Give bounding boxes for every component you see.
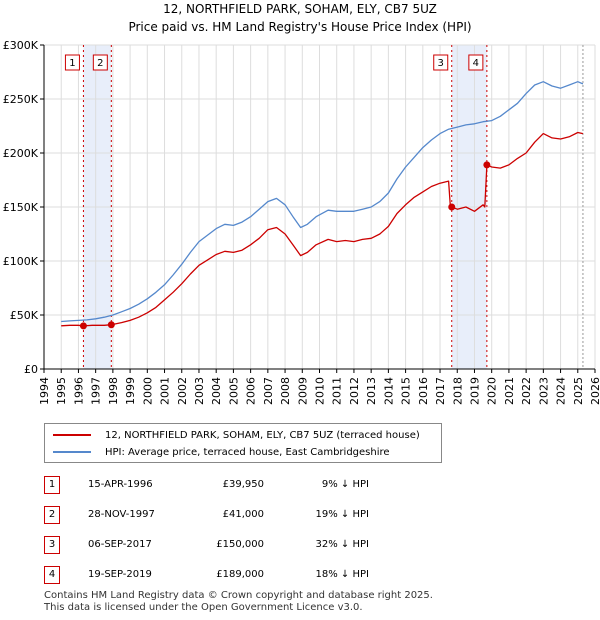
transaction-badge: 4: [44, 566, 60, 584]
footer-license: This data is licensed under the Open Gov…: [44, 602, 363, 613]
x-tick-label: 1999: [124, 377, 137, 405]
x-tick-label: 2024: [555, 377, 568, 405]
x-tick-label: 2019: [468, 377, 481, 405]
x-tick-label: 1996: [72, 377, 85, 405]
transaction-row: 3 06-SEP-2017 £150,000 32% ↓ HPI: [44, 536, 564, 556]
transaction-price: £41,000: [222, 509, 264, 520]
transaction-badge: 2: [44, 506, 60, 524]
transaction-label-box: [433, 54, 449, 71]
transaction-badge: 3: [44, 536, 60, 554]
x-tick-label: 2015: [400, 377, 413, 405]
x-tick-label: 2002: [176, 377, 189, 405]
x-tick-label: 2023: [537, 377, 550, 405]
x-tick-label: 2005: [227, 377, 240, 405]
transaction-point: [79, 322, 87, 330]
property-price-line: [61, 131, 584, 327]
x-tick-label: 1995: [55, 377, 68, 405]
transaction-label-box: [468, 54, 484, 71]
x-tick-label: 2001: [159, 377, 172, 405]
x-tick-label: 2014: [382, 377, 395, 405]
x-tick-label: 2022: [520, 377, 533, 405]
x-tick-label: 2004: [210, 377, 223, 405]
transaction-point: [483, 161, 491, 169]
y-tick-label: £50K: [10, 309, 39, 322]
hpi-line: [61, 81, 584, 323]
x-tick-label: 2000: [141, 377, 154, 405]
y-tick-label: £100K: [3, 255, 39, 268]
transaction-hpi: 32% ↓ HPI: [315, 539, 369, 550]
x-tick-label: 2021: [503, 377, 516, 405]
y-tick-label: £300K: [3, 39, 39, 52]
legend-item-property: 12, NORTHFIELD PARK, SOHAM, ELY, CB7 5UZ…: [53, 427, 420, 443]
transaction-label: 4: [473, 58, 479, 69]
x-tick-label: 2011: [331, 377, 344, 405]
x-tick-label: 1994: [38, 377, 51, 405]
transaction-badge: 1: [44, 476, 60, 494]
x-tick-label: 1998: [107, 377, 120, 405]
transaction-price: £189,000: [216, 569, 264, 580]
footer-copyright: Contains HM Land Registry data © Crown c…: [44, 590, 433, 601]
transaction-row: 4 19-SEP-2019 £189,000 18% ↓ HPI: [44, 566, 564, 586]
legend-line-property: [53, 434, 91, 436]
legend: 12, NORTHFIELD PARK, SOHAM, ELY, CB7 5UZ…: [44, 423, 442, 463]
x-tick-label: 2003: [193, 377, 206, 405]
legend-label-property: 12, NORTHFIELD PARK, SOHAM, ELY, CB7 5UZ…: [105, 429, 420, 441]
transaction-row: 1 15-APR-1996 £39,950 9% ↓ HPI: [44, 476, 564, 496]
transaction-hpi: 18% ↓ HPI: [315, 569, 369, 580]
price-chart: £0 £50K £100K £150K £200K £250K £300K 1994 1995 1…: [3, 39, 600, 405]
transaction-hpi: 9% ↓ HPI: [321, 479, 369, 490]
x-tick-label: 2026: [589, 377, 600, 405]
y-tick-label: £250K: [3, 93, 39, 106]
transaction-date: 19-SEP-2019: [88, 569, 152, 580]
x-tick-label: 2009: [296, 377, 309, 405]
y-tick-label: £0: [24, 363, 38, 376]
transaction-date: 06-SEP-2017: [88, 539, 152, 550]
x-tick-label: 2008: [279, 377, 292, 405]
x-tick-label: 2006: [245, 377, 258, 405]
transaction-hpi: 19% ↓ HPI: [315, 509, 369, 520]
x-tick-label: 2025: [572, 377, 585, 405]
x-tick-label: 2010: [314, 377, 327, 405]
transaction-label: 1: [69, 58, 75, 69]
x-tick-label: 2013: [365, 377, 378, 405]
x-tick-label: 2018: [451, 377, 464, 405]
x-tick-label: 2016: [417, 377, 430, 405]
legend-item-hpi: HPI: Average price, terraced house, East…: [53, 444, 390, 460]
transaction-point: [448, 203, 456, 211]
x-tick-label: 2012: [348, 377, 361, 405]
chart-title: 12, NORTHFIELD PARK, SOHAM, ELY, CB7 5UZ: [163, 2, 437, 16]
transaction-label-box: [64, 54, 80, 71]
transaction-date: 28-NOV-1997: [88, 509, 155, 520]
chart-subtitle: Price paid vs. HM Land Registry's House …: [128, 20, 472, 34]
transaction-label: 2: [97, 58, 103, 69]
transaction-price: £150,000: [216, 539, 264, 550]
transaction-label-box: [92, 54, 108, 71]
transaction-date: 15-APR-1996: [88, 479, 153, 490]
transaction-price: £39,950: [222, 479, 264, 490]
transaction-point: [107, 321, 115, 329]
transaction-label: 3: [438, 58, 444, 69]
x-tick-label: 1997: [90, 377, 103, 405]
x-tick-label: 2017: [434, 377, 447, 405]
legend-label-hpi: HPI: Average price, terraced house, East…: [105, 446, 390, 458]
y-tick-label: £150K: [3, 201, 39, 214]
transaction-row: 2 28-NOV-1997 £41,000 19% ↓ HPI: [44, 506, 564, 526]
y-tick-label: £200K: [3, 147, 39, 160]
legend-line-hpi: [53, 451, 91, 453]
x-tick-label: 2020: [486, 377, 499, 405]
x-tick-label: 2007: [262, 377, 275, 405]
